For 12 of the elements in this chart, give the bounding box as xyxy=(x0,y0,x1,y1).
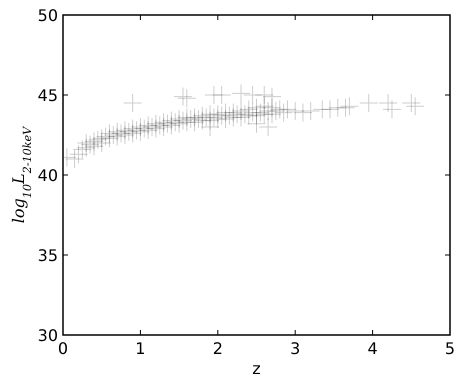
y-tick-label: 40 xyxy=(38,166,58,185)
y-tick-label: 50 xyxy=(38,6,58,25)
x-tick-label: 5 xyxy=(444,339,456,358)
y-tick-label: 45 xyxy=(38,86,58,105)
x-tick-label: 3 xyxy=(290,339,300,358)
x-tick-label: 4 xyxy=(368,339,378,358)
x-axis-title: z xyxy=(252,359,261,378)
y-tick-label: 30 xyxy=(38,326,58,345)
y-tick-label: 35 xyxy=(38,246,58,265)
x-tick-label: 1 xyxy=(135,339,146,358)
x-tick-label: 2 xyxy=(212,339,223,358)
x-tick-label: 0 xyxy=(58,339,68,358)
